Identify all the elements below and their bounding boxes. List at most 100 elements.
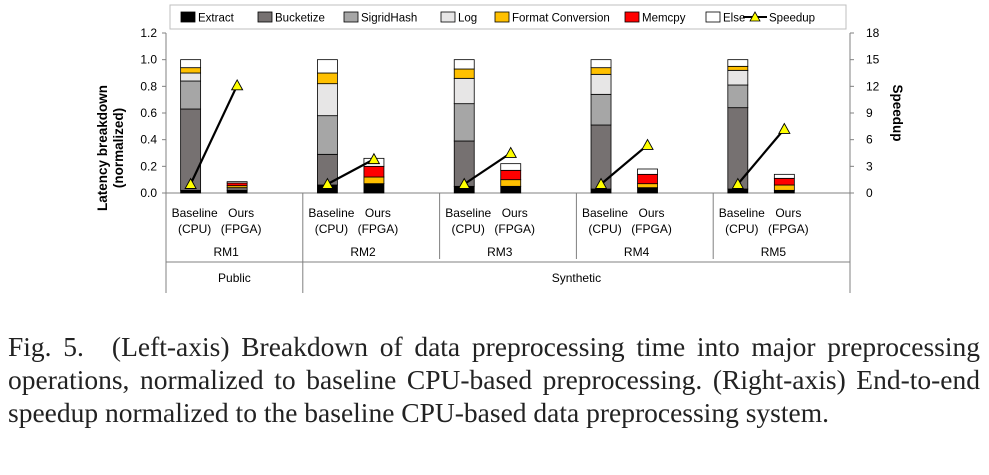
bar-label: (FPGA) xyxy=(494,222,535,236)
bar-label: Baseline xyxy=(172,206,218,220)
caption-label: Fig. 5. xyxy=(8,331,84,362)
bar-label: Baseline xyxy=(582,206,628,220)
bar-segment-format-conversion xyxy=(773,184,795,191)
legend-label: Bucketize xyxy=(275,13,325,25)
y-tick-label: 0.2 xyxy=(140,159,157,173)
legend-swatch-memcpy xyxy=(624,11,640,23)
bar-segment-format-conversion xyxy=(727,65,749,71)
legend-label: SigridHash xyxy=(361,13,417,25)
y2-tick-label: 12 xyxy=(866,79,880,93)
y2-axis-title: Speedup xyxy=(890,84,905,141)
y2-tick-label: 6 xyxy=(866,133,873,147)
bar-segment-else xyxy=(637,168,658,175)
model-label: RM1 xyxy=(214,245,240,259)
bar-segment-sigridhash xyxy=(727,84,749,109)
legend-swatch-format-conversion xyxy=(494,11,510,23)
bar-segment-format-conversion xyxy=(637,183,658,189)
legend-label: Else xyxy=(723,13,745,25)
y-tick-label: 1.2 xyxy=(140,26,157,40)
bar-segment-format-conversion xyxy=(363,176,385,185)
speedup-point xyxy=(641,138,654,150)
model-label: RM4 xyxy=(624,245,650,259)
bar-segment-extract xyxy=(500,185,522,194)
bar-segment-format-conversion xyxy=(590,67,612,75)
category-label: Synthetic xyxy=(552,271,601,285)
legend-swatch-else xyxy=(705,11,721,23)
speedup-point xyxy=(184,177,197,189)
caption-text: (Left-axis) Breakdown of data preprocess… xyxy=(8,331,981,428)
bar-segment-else xyxy=(453,59,475,70)
bar-segment-format-conversion xyxy=(317,72,338,85)
bar-label: Baseline xyxy=(308,206,354,220)
speedup-line xyxy=(600,144,649,185)
legend-label: Extract xyxy=(198,13,235,25)
speedup-point xyxy=(367,152,381,165)
bar-label: Ours xyxy=(365,206,391,220)
y-tick-label: 0.8 xyxy=(140,79,157,93)
legend-swatch-sigridhash xyxy=(343,11,359,23)
bar-segment-extract xyxy=(590,188,612,194)
bar-label: Baseline xyxy=(719,206,765,220)
bar-segment-else xyxy=(727,59,749,67)
bar-label: (CPU) xyxy=(452,222,485,236)
bar-segment-extract xyxy=(727,188,749,194)
speedup-point xyxy=(594,177,608,189)
speedup-point xyxy=(778,122,791,134)
speedup-line xyxy=(463,152,512,186)
speedup-line xyxy=(326,158,375,186)
bar-segment-else xyxy=(500,163,522,171)
legend-label: Memcpy xyxy=(642,13,686,25)
y-tick-label: 1.0 xyxy=(140,53,157,67)
y-tick-label: 0.6 xyxy=(140,106,157,120)
legend-label: Speedup xyxy=(769,13,815,25)
y-tick-label: 0.0 xyxy=(140,186,157,200)
y-axis-title: Latency breakdown(normalized) xyxy=(95,85,126,211)
bar-segment-memcpy xyxy=(637,173,658,185)
legend-swatch-log xyxy=(440,11,456,23)
bar-segment-memcpy xyxy=(363,165,385,178)
y2-tick-label: 9 xyxy=(866,106,873,120)
legend-swatch-bucketize xyxy=(257,11,273,23)
bar-label: Ours xyxy=(775,206,801,220)
bar-label: Ours xyxy=(502,206,528,220)
bar-segment-log xyxy=(590,73,612,95)
speedup-point xyxy=(457,177,471,189)
y2-tick-label: 18 xyxy=(866,26,880,40)
bar-segment-format-conversion xyxy=(453,68,475,79)
speedup-point xyxy=(321,177,334,189)
model-label: RM5 xyxy=(761,245,787,259)
y2-tick-label: 3 xyxy=(866,159,873,173)
speedup-point xyxy=(230,79,244,91)
bar-label: Baseline xyxy=(445,206,491,220)
bar-label: (CPU) xyxy=(725,222,758,236)
legend-label: Format Conversion xyxy=(512,13,610,25)
y2-tick-label: 15 xyxy=(866,53,880,67)
legend-marker-speedup xyxy=(749,11,761,22)
bar-segment-memcpy xyxy=(500,169,522,181)
bar-segment-memcpy xyxy=(773,177,795,186)
speedup-line xyxy=(736,128,786,185)
bar-segment-format-conversion xyxy=(180,67,202,74)
bar-segment-else xyxy=(590,59,612,69)
model-label: RM2 xyxy=(350,245,376,259)
y2-tick-label: 0 xyxy=(866,186,873,200)
bar-label: (FPGA) xyxy=(221,222,262,236)
model-label: RM3 xyxy=(487,245,513,259)
bar-segment-else xyxy=(226,181,248,184)
bar-segment-sigridhash xyxy=(590,93,612,126)
bar-label: (CPU) xyxy=(315,222,348,236)
bar-segment-format-conversion xyxy=(500,179,522,187)
chart: 0.0 0.2 0.4 0.6 0.8 1.0 1.2 0 3 6 9 12 15 18 Latency b… xyxy=(95,4,905,293)
bar-segment-sigridhash xyxy=(453,103,475,142)
bar-segment-extract xyxy=(363,183,385,194)
bar-segment-else xyxy=(180,59,202,69)
bar-label: Ours xyxy=(639,206,665,220)
bar-segment-sigridhash xyxy=(180,80,202,110)
bar-segment-log xyxy=(453,77,475,105)
bar-segment-log xyxy=(727,69,749,86)
bar-label: (CPU) xyxy=(178,222,211,236)
bar-label: (FPGA) xyxy=(631,222,672,236)
figure-caption: Fig. 5. (Left-axis) Breakdown of data pre… xyxy=(8,330,980,429)
category-label: Public xyxy=(218,271,251,285)
bar-segment-else xyxy=(317,59,338,74)
